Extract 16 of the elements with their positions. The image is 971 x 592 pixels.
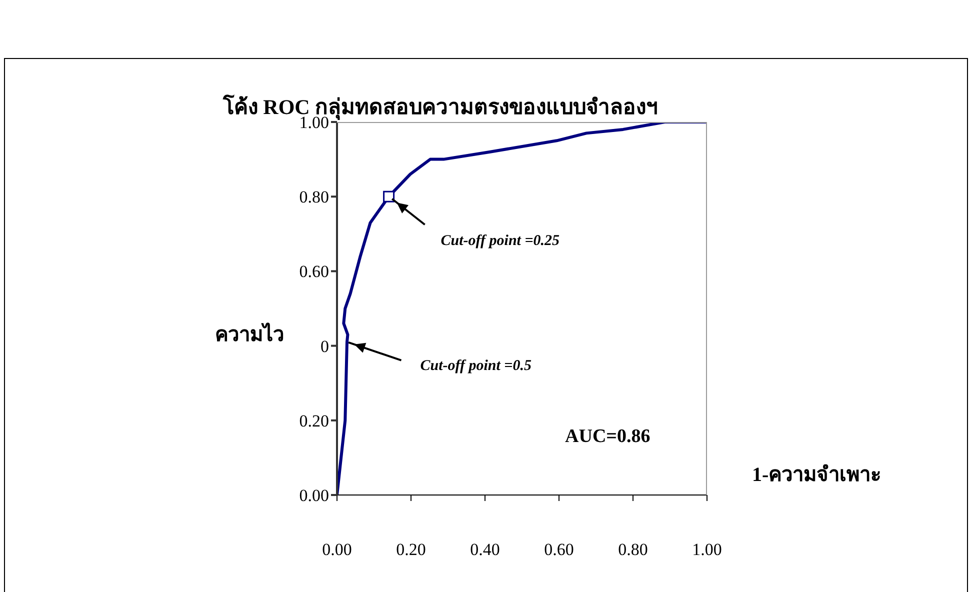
- x-tick-label: 1.00: [692, 540, 722, 560]
- annotation: Cut-off point =0.25: [440, 232, 560, 250]
- annotation: Cut-off point =0.5: [420, 358, 532, 376]
- x-tick-label: 0.20: [396, 540, 426, 560]
- y-axis-title: ความไว: [215, 322, 284, 348]
- x-tick-label: 0.00: [322, 540, 352, 560]
- y-tick-label: 0.80: [299, 188, 329, 207]
- y-tick-label: 0.60: [299, 262, 329, 282]
- x-tick-label: 0.80: [618, 540, 648, 560]
- y-tick-label: 0.00: [299, 486, 329, 506]
- x-tick-label: 0.60: [544, 540, 574, 560]
- y-tick-label: 0: [320, 336, 329, 356]
- annotation: AUC=0.86: [565, 426, 650, 448]
- y-tick-label: 0.20: [299, 411, 329, 430]
- x-axis-title: 1-ความจำเพาะ: [752, 463, 882, 488]
- x-tick-label: 0.40: [470, 540, 500, 560]
